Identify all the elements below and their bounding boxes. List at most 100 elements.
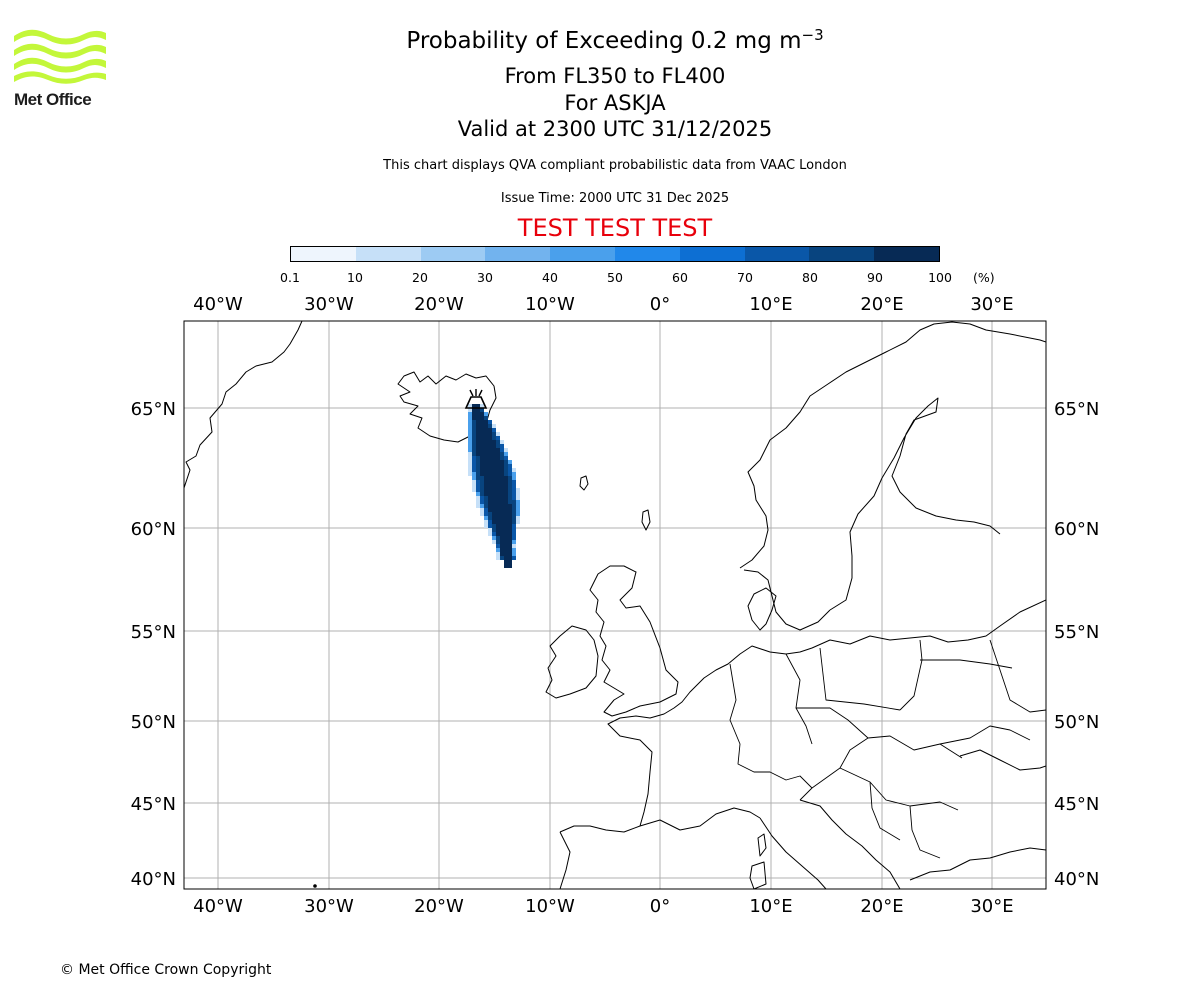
plume-cell <box>512 476 516 480</box>
plume-cell <box>496 544 500 548</box>
coastline-ireland <box>545 625 599 699</box>
plume-cell <box>480 424 484 428</box>
plume-cell <box>480 452 484 456</box>
latitude-label: 65°N <box>1054 399 1099 420</box>
plume-cell <box>504 508 508 512</box>
colorbar-segment <box>809 247 875 261</box>
plume-cell <box>468 460 472 464</box>
plume-cell <box>496 520 500 524</box>
plume-cell <box>480 488 484 492</box>
plume-cell <box>496 532 500 536</box>
plume-cell <box>496 488 500 492</box>
plume-cell <box>488 512 492 516</box>
plume-cell <box>476 440 480 444</box>
plume-cell <box>496 480 500 484</box>
latitude-label: 55°N <box>131 622 176 643</box>
plume-cell <box>468 456 472 460</box>
plume-cell <box>480 428 484 432</box>
plume-cell <box>472 460 476 464</box>
plume-cell <box>476 468 480 472</box>
plume-cell <box>484 456 488 460</box>
plume-cell <box>504 472 508 476</box>
plume-cell <box>496 508 500 512</box>
colorbar-segment <box>744 247 810 261</box>
plume-cell <box>496 456 500 460</box>
plume-cell <box>504 544 508 548</box>
plume-cell <box>480 468 484 472</box>
plume-cell <box>508 564 512 568</box>
plume-cell <box>472 484 476 488</box>
plume-cell <box>496 468 500 472</box>
plume-cell <box>508 540 512 544</box>
axis-labels: 40°W 40°W 30°W 30°W 20°W 20°W 10°W 10°W 0° 0° 10°E… <box>131 294 1100 917</box>
plume-cell <box>468 436 472 440</box>
plume-cell <box>504 540 508 544</box>
coastline-swedish-south <box>743 569 831 631</box>
plume-cell <box>488 532 492 536</box>
plume-cell <box>484 480 488 484</box>
plume-cell <box>508 556 512 560</box>
plume-cell <box>480 496 484 500</box>
plume-cell <box>468 424 472 428</box>
plume-cell <box>480 436 484 440</box>
plume-cell <box>480 444 484 448</box>
colorbar-tick-label: 20 <box>412 270 428 285</box>
plume-cell <box>500 460 504 464</box>
plume-cell <box>476 472 480 476</box>
plume-cell <box>512 492 516 496</box>
plume-cell <box>504 488 508 492</box>
plume-cell <box>500 544 504 548</box>
latitude-label: 50°N <box>131 712 176 733</box>
plume-cell <box>480 472 484 476</box>
plume-cell <box>500 528 504 532</box>
plume-cell <box>492 436 496 440</box>
plume-cell <box>500 492 504 496</box>
plume-cell <box>512 480 516 484</box>
plume-cell <box>496 548 500 552</box>
plume-cell <box>488 508 492 512</box>
plume-cell <box>500 456 504 460</box>
azores-dot <box>313 884 317 888</box>
plume-cell <box>472 408 476 412</box>
latitude-label: 45°N <box>131 794 176 815</box>
longitude-label: 20°W <box>414 294 464 315</box>
latitude-label: 55°N <box>1054 622 1099 643</box>
plume-cell <box>484 416 488 420</box>
plume-cell <box>512 524 516 528</box>
plume-cell <box>512 512 516 516</box>
plume-cell <box>488 440 492 444</box>
plume-cell <box>492 512 496 516</box>
plume-cell <box>488 476 492 480</box>
plume-cell <box>512 496 516 500</box>
plume-cell <box>496 524 500 528</box>
plume-cell <box>480 504 484 508</box>
plume-cell <box>512 516 516 520</box>
plume-cell <box>480 408 484 412</box>
disclaimer-text: This chart displays QVA compliant probab… <box>383 158 847 173</box>
plume-cell <box>512 540 516 544</box>
plume-cell <box>472 456 476 460</box>
plume-cell <box>500 500 504 504</box>
plume-cell <box>500 464 504 468</box>
plume-cell <box>504 480 508 484</box>
plume-cell <box>496 516 500 520</box>
coastline-faroes <box>579 475 589 491</box>
plume-cell <box>500 504 504 508</box>
plume-cell <box>476 432 480 436</box>
plume-cell <box>508 560 512 564</box>
volcano-icon <box>464 396 488 409</box>
plume-cell <box>512 520 516 524</box>
plume-cell <box>504 536 508 540</box>
plume-cell <box>492 428 496 432</box>
plume-cell <box>504 500 508 504</box>
plume-cell <box>488 468 492 472</box>
plume-cell <box>508 552 512 556</box>
plume-cell <box>492 452 496 456</box>
plume-cell <box>484 504 488 508</box>
latitude-label: 40°N <box>1054 869 1099 890</box>
plume-cell <box>504 448 508 452</box>
longitude-label: 30°W <box>304 294 354 315</box>
plume-cell <box>500 516 504 520</box>
longitude-label: 20°E <box>860 896 903 917</box>
plume-cell <box>508 536 512 540</box>
